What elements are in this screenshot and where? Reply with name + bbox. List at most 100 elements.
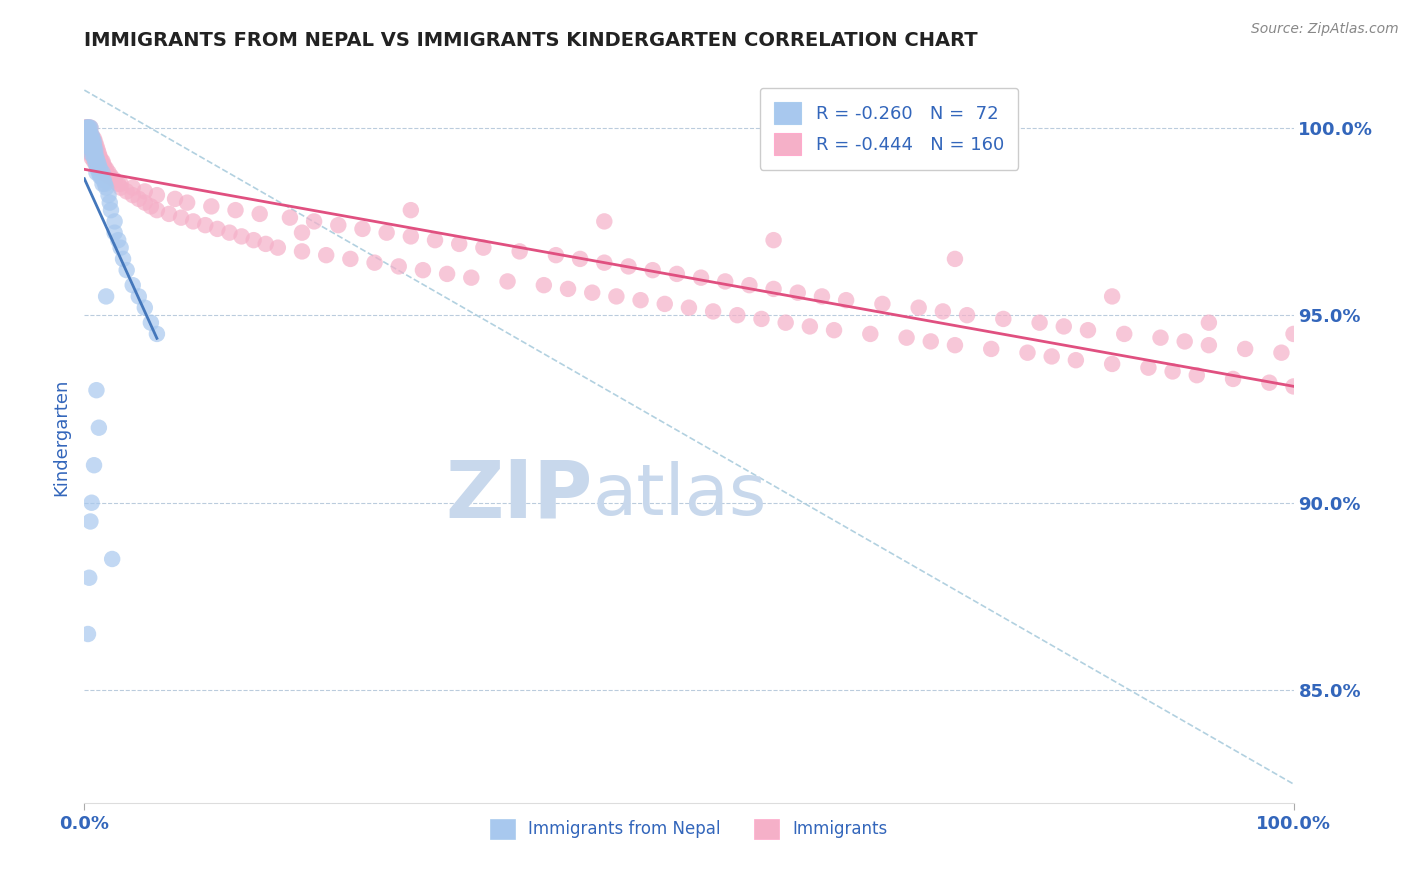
- Point: [77, 124, 100, 138]
- Point: [194, 218, 217, 232]
- Point: [110, 177, 132, 191]
- Point: [254, 236, 277, 251]
- Point: [84, 147, 107, 161]
- Point: [104, 226, 127, 240]
- Point: [1137, 360, 1160, 375]
- Point: [225, 203, 247, 218]
- Point: [1222, 372, 1244, 386]
- Point: [128, 192, 150, 206]
- Point: [83, 132, 105, 146]
- Point: [101, 552, 124, 566]
- Point: [79, 139, 101, 153]
- Point: [77, 128, 100, 142]
- Point: [97, 166, 120, 180]
- Point: [86, 158, 108, 172]
- Point: [83, 139, 105, 153]
- Point: [77, 124, 100, 138]
- Point: [77, 132, 100, 146]
- Point: [714, 274, 737, 288]
- Point: [76, 120, 98, 135]
- Point: [83, 154, 105, 169]
- Point: [121, 278, 143, 293]
- Point: [363, 255, 385, 269]
- Point: [93, 173, 115, 187]
- Point: [77, 143, 100, 157]
- Point: [77, 139, 100, 153]
- Point: [128, 289, 150, 303]
- Point: [593, 255, 616, 269]
- Point: [86, 143, 108, 157]
- Point: [91, 154, 114, 169]
- Point: [375, 226, 398, 240]
- Point: [77, 128, 100, 142]
- Point: [79, 136, 101, 150]
- Point: [77, 139, 100, 153]
- Point: [751, 312, 773, 326]
- Point: [110, 241, 132, 255]
- Point: [75, 120, 97, 135]
- Point: [79, 132, 101, 146]
- Point: [79, 120, 101, 135]
- Point: [165, 192, 187, 206]
- Point: [84, 136, 107, 150]
- Point: [231, 229, 253, 244]
- Point: [77, 120, 100, 135]
- Point: [678, 301, 700, 315]
- Point: [1101, 289, 1123, 303]
- Point: [423, 233, 446, 247]
- Point: [738, 278, 761, 293]
- Point: [181, 214, 204, 228]
- Point: [157, 207, 180, 221]
- Point: [100, 203, 122, 218]
- Point: [107, 177, 129, 191]
- Point: [1053, 319, 1076, 334]
- Point: [79, 128, 101, 142]
- Point: [86, 166, 108, 180]
- Point: [472, 241, 495, 255]
- Point: [87, 147, 110, 161]
- Point: [352, 222, 374, 236]
- Point: [641, 263, 664, 277]
- Point: [278, 211, 301, 225]
- Point: [90, 154, 112, 169]
- Text: Source: ZipAtlas.com: Source: ZipAtlas.com: [1251, 22, 1399, 37]
- Point: [94, 161, 117, 176]
- Point: [1028, 316, 1050, 330]
- Point: [91, 177, 114, 191]
- Point: [1174, 334, 1197, 349]
- Point: [84, 143, 107, 157]
- Point: [339, 252, 361, 266]
- Point: [94, 289, 117, 303]
- Point: [77, 136, 100, 150]
- Point: [77, 128, 100, 142]
- Point: [121, 180, 143, 194]
- Point: [82, 132, 104, 146]
- Point: [146, 188, 169, 202]
- Point: [993, 312, 1015, 326]
- Point: [84, 154, 107, 169]
- Point: [218, 226, 240, 240]
- Point: [86, 147, 108, 161]
- Point: [449, 236, 471, 251]
- Point: [1198, 338, 1220, 352]
- Point: [115, 185, 138, 199]
- Point: [84, 143, 107, 157]
- Point: [77, 120, 100, 135]
- Point: [80, 128, 103, 142]
- Point: [77, 132, 100, 146]
- Point: [1161, 364, 1184, 378]
- Point: [75, 120, 97, 135]
- Point: [87, 151, 110, 165]
- Point: [302, 214, 325, 228]
- Point: [76, 120, 98, 135]
- Point: [859, 326, 882, 341]
- Text: ZIP: ZIP: [444, 457, 592, 534]
- Point: [87, 158, 110, 172]
- Point: [593, 214, 616, 228]
- Point: [134, 185, 156, 199]
- Point: [412, 263, 434, 277]
- Point: [896, 331, 918, 345]
- Point: [83, 136, 105, 150]
- Point: [83, 139, 105, 153]
- Point: [460, 270, 482, 285]
